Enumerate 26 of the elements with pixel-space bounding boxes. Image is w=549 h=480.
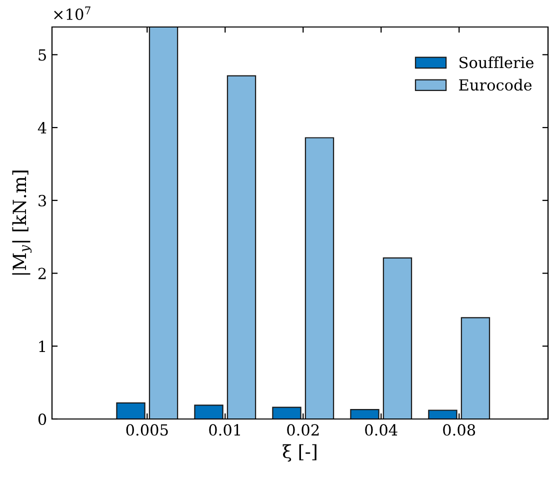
text: ×10$^{7}$ <box>54 6 90 20</box>
bar <box>148 27 178 419</box>
bar <box>428 410 458 419</box>
y-tick-label: 0 <box>38 413 46 426</box>
bar <box>350 408 380 419</box>
x-tick-label: 0.08 <box>443 424 476 436</box>
y-tick-label: 2 <box>38 268 46 280</box>
y-tick-label: 4 <box>38 122 46 134</box>
x-axis-title: ξ [-] <box>282 444 316 462</box>
y-tick-label: 1 <box>39 340 45 352</box>
y-axis-title: |M$_{y}$| [kN.m] <box>12 170 32 275</box>
y-tick-label: 3 <box>38 194 46 206</box>
bar <box>226 75 256 419</box>
bar <box>382 257 412 419</box>
bar <box>116 402 146 419</box>
x-tick-label: 0.005 <box>126 424 168 436</box>
bar <box>194 404 224 419</box>
bar <box>272 406 302 419</box>
x-tick-label: 0.04 <box>365 424 398 436</box>
bar <box>460 317 490 419</box>
bar <box>304 137 334 419</box>
x-tick-label: 0.02 <box>287 424 319 436</box>
legend-label: Eurocode <box>459 78 532 91</box>
y-tick-label: 5 <box>38 49 46 61</box>
legend-label: Soufflerie <box>460 56 534 68</box>
x-tick-label: 0.01 <box>209 424 240 436</box>
